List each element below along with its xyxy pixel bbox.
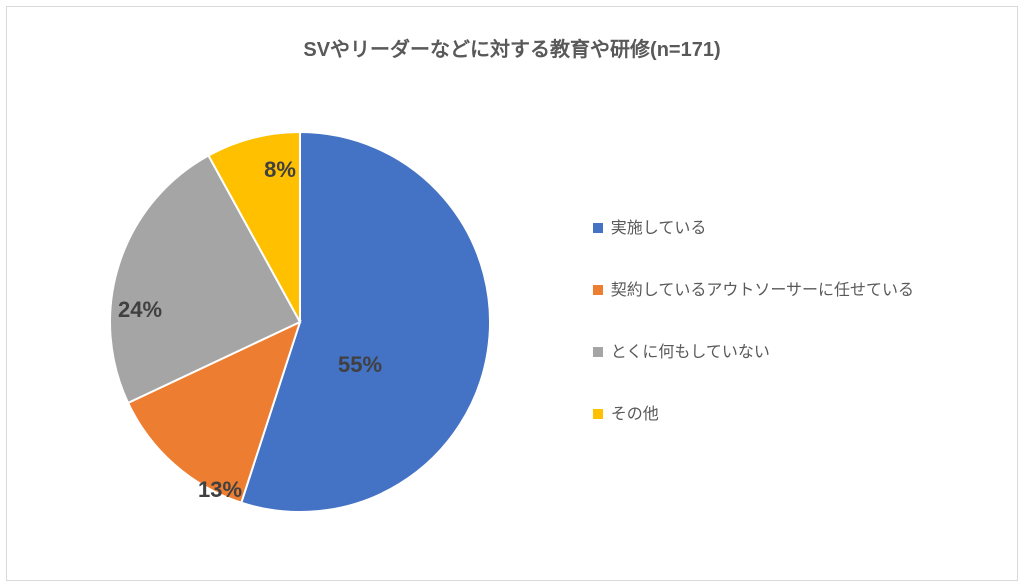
legend-item: 契約しているアウトソーサーに任せている (593, 279, 987, 303)
legend-item: その他 (593, 403, 987, 427)
legend-item: とくに何もしていない (593, 341, 987, 365)
pie-chart: 55% 13% 24% 8% (10, 62, 590, 582)
legend-label: その他 (611, 403, 659, 427)
chart-title: SVやリーダーなどに対する教育や研修(n=171) (7, 33, 1017, 62)
legend-label: 実施している (611, 217, 707, 241)
legend-label: とくに何もしていない (611, 341, 770, 365)
chart-frame: SVやリーダーなどに対する教育や研修(n=171) 55% 13% 24% 8% 実施… (0, 0, 1024, 587)
slice-percent-label: 55% (338, 352, 382, 377)
slice-percent-label: 8% (264, 157, 296, 182)
chart-card: SVやリーダーなどに対する教育や研修(n=171) 55% 13% 24% 8% 実施… (6, 6, 1018, 581)
legend-swatch (593, 223, 603, 233)
chart-body: 55% 13% 24% 8% 実施している契約しているアウトソーサーに任せているとくに… (7, 62, 1017, 582)
pie-area: 55% 13% 24% 8% (7, 62, 593, 582)
legend-label: 契約しているアウトソーサーに任せている (611, 279, 914, 303)
slice-percent-label: 13% (198, 477, 242, 502)
legend: 実施している契約しているアウトソーサーに任せているとくに何もしていないその他 (593, 217, 1017, 427)
legend-item: 実施している (593, 217, 987, 241)
slice-percent-label: 24% (118, 297, 162, 322)
legend-swatch (593, 285, 603, 295)
legend-swatch (593, 409, 603, 419)
legend-swatch (593, 347, 603, 357)
